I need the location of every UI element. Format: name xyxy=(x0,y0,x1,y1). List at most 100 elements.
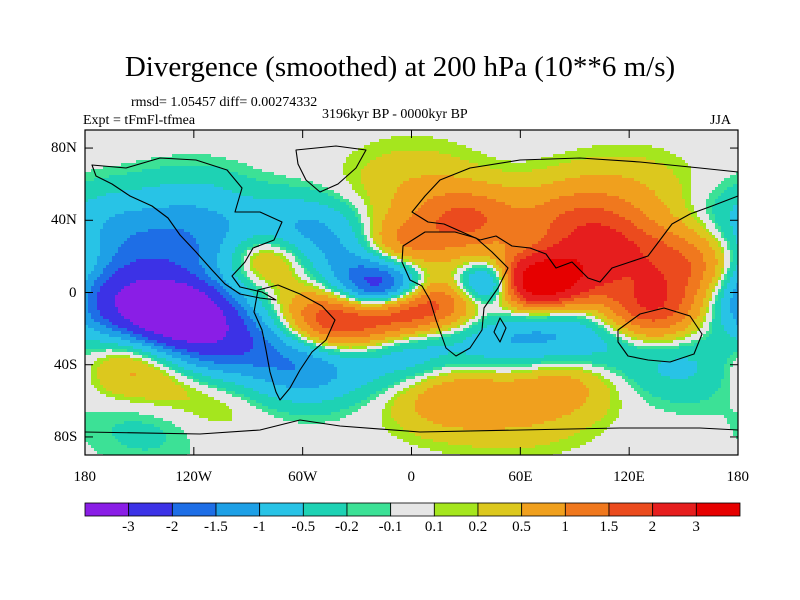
field-cell xyxy=(646,142,650,146)
field-cell xyxy=(109,130,113,134)
field-cell xyxy=(133,157,137,161)
field-cell xyxy=(727,178,731,182)
field-cell xyxy=(211,166,215,170)
field-cell xyxy=(445,151,449,155)
field-cell xyxy=(397,169,401,173)
field-cell xyxy=(685,169,689,173)
field-cell xyxy=(568,175,572,179)
field-cell xyxy=(286,181,290,185)
field-cell xyxy=(361,136,365,140)
field-cell xyxy=(715,133,719,137)
field-cell xyxy=(508,163,512,167)
field-cell xyxy=(199,196,203,200)
field-cell xyxy=(286,163,290,167)
field-cell xyxy=(118,172,122,176)
field-cell xyxy=(436,178,440,182)
field-cell xyxy=(349,142,353,146)
field-cell xyxy=(199,133,203,137)
field-cell xyxy=(154,130,158,134)
field-cell xyxy=(250,151,254,155)
field-cell xyxy=(703,193,707,197)
field-cell xyxy=(235,133,239,137)
field-cell xyxy=(661,193,665,197)
field-cell xyxy=(586,133,590,137)
field-cell xyxy=(562,181,566,185)
field-cell xyxy=(580,160,584,164)
field-cell xyxy=(235,160,239,164)
field-cell xyxy=(397,172,401,176)
field-cell xyxy=(214,151,218,155)
field-cell xyxy=(358,184,362,188)
field-cell xyxy=(163,196,167,200)
field-cell xyxy=(376,196,380,200)
field-cell xyxy=(241,130,245,134)
field-cell xyxy=(235,190,239,194)
field-cell xyxy=(223,196,227,200)
field-cell xyxy=(559,169,563,173)
field-cell xyxy=(415,145,419,149)
field-cell xyxy=(130,181,134,185)
field-cell xyxy=(97,196,101,200)
field-cell xyxy=(175,130,179,134)
field-cell xyxy=(247,163,251,167)
field-cell xyxy=(391,196,395,200)
field-cell xyxy=(91,169,95,173)
field-cell xyxy=(601,136,605,140)
field-cell xyxy=(202,133,206,137)
field-cell xyxy=(295,172,299,176)
field-cell xyxy=(349,145,353,149)
field-cell xyxy=(508,157,512,161)
field-cell xyxy=(214,157,218,161)
field-cell xyxy=(301,157,305,161)
field-cell xyxy=(385,193,389,197)
field-cell xyxy=(424,184,428,188)
field-cell xyxy=(172,181,176,185)
field-cell xyxy=(412,139,416,143)
field-cell xyxy=(406,178,410,182)
field-cell xyxy=(541,178,545,182)
field-cell xyxy=(718,184,722,188)
field-cell xyxy=(616,136,620,140)
field-cell xyxy=(535,181,539,185)
field-cell xyxy=(436,142,440,146)
field-cell xyxy=(487,142,491,146)
field-cell xyxy=(220,172,224,176)
field-cell xyxy=(259,181,263,185)
field-cell xyxy=(109,157,113,161)
field-cell xyxy=(238,157,242,161)
field-cell xyxy=(334,136,338,140)
field-cell xyxy=(574,187,578,191)
field-cell xyxy=(121,184,125,188)
field-cell xyxy=(187,130,191,134)
field-cell xyxy=(538,184,542,188)
field-cell xyxy=(541,133,545,137)
field-cell xyxy=(481,187,485,191)
field-cell xyxy=(496,181,500,185)
field-cell xyxy=(94,130,98,134)
field-cell xyxy=(619,187,623,191)
field-cell xyxy=(94,187,98,191)
field-cell xyxy=(223,157,227,161)
field-cell xyxy=(217,163,221,167)
field-cell xyxy=(418,136,422,140)
field-cell xyxy=(391,166,395,170)
field-cell xyxy=(157,136,161,140)
field-cell xyxy=(676,130,680,134)
field-cell xyxy=(676,166,680,170)
field-cell xyxy=(142,142,146,146)
field-cell xyxy=(622,130,626,134)
field-cell xyxy=(244,133,248,137)
field-cell xyxy=(523,166,527,170)
field-cell xyxy=(298,154,302,158)
field-cell xyxy=(91,190,95,194)
field-cell xyxy=(187,175,191,179)
field-cell xyxy=(331,181,335,185)
field-cell xyxy=(493,175,497,179)
field-cell xyxy=(142,184,146,188)
field-cell xyxy=(481,184,485,188)
field-cell xyxy=(676,172,680,176)
field-cell xyxy=(367,130,371,134)
field-cell xyxy=(103,133,107,137)
field-cell xyxy=(289,154,293,158)
field-cell xyxy=(625,151,629,155)
